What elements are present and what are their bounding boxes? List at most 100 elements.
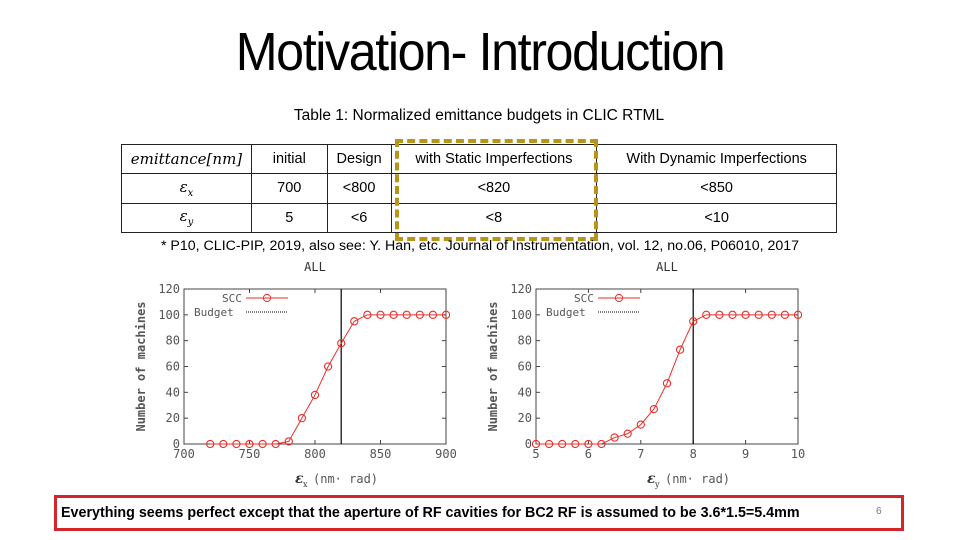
scc-data-point (767, 310, 776, 319)
x-tick-label: 7 (637, 447, 644, 461)
scc-data-point (754, 310, 763, 319)
header-cell-design: Design (326, 143, 392, 175)
table-cell: <820 (390, 173, 598, 204)
y-tick-label: 20 (518, 411, 532, 425)
x-axis-label: ε x (nm· rad) (295, 471, 378, 489)
y-tick-label: 100 (510, 308, 532, 322)
y-tick-label: 40 (518, 385, 532, 399)
scc-data-point (402, 310, 411, 319)
scc-data-point (232, 439, 241, 449)
scc-data-point (376, 310, 385, 319)
x-axis-label-symbol: ε (647, 471, 656, 487)
x-tick-label: 9 (742, 447, 749, 461)
header-cell-initial: initial (250, 143, 328, 175)
scc-data-point (544, 439, 554, 449)
x-axis-label-subscript: x (303, 480, 308, 489)
scc-data-point (689, 317, 698, 326)
scc-data-point (350, 317, 359, 326)
x-tick-label: 10 (791, 447, 805, 461)
legend-marker-scc (614, 293, 624, 303)
table-header-row: emittance[nm] initial Design with Static… (121, 143, 837, 175)
table-cell: <8 (390, 202, 598, 233)
table-cell: 700 (250, 173, 328, 204)
footnote: * P10, CLIC-PIP, 2019, also see: Y. Han,… (160, 238, 800, 254)
chart-title: ALL (304, 260, 326, 274)
scc-data-point (636, 420, 645, 429)
table-row: εy 5 <6 <8 <10 (121, 202, 837, 233)
x-axis-label-symbol: ε (295, 471, 304, 487)
y-tick-label: 80 (518, 334, 532, 348)
legend-label-scc: SCC (574, 292, 594, 305)
x-tick-label: 5 (532, 447, 539, 461)
table-cell: <10 (596, 202, 837, 233)
x-axis-label-units: (nm· rad) (313, 472, 378, 486)
scc-data-point (219, 439, 228, 449)
scc-series-line (536, 314, 798, 445)
scc-data-point (741, 310, 750, 319)
row-label-epsilon-y: εy (121, 202, 252, 233)
scc-data-point (271, 439, 280, 449)
scc-data-point (623, 429, 632, 438)
table-cell: 5 (250, 202, 328, 233)
x-tick-label: 900 (435, 447, 457, 461)
slide-title: Motivation- Introduction (235, 22, 726, 82)
chart-epsilon-y: ALL 0 20 40 60 80 100 120 5 6 7 8 9 10 Number of machi… (470, 255, 820, 490)
legend-label-scc: SCC (222, 292, 242, 305)
chart-title: ALL (656, 260, 678, 274)
chart-epsilon-x-svg: ALL 0 20 40 60 80 100 120 700 750 800 850 900 Number … (134, 260, 457, 489)
scc-data-point (531, 439, 541, 449)
scc-data-point (780, 310, 790, 319)
scc-data-point (415, 310, 424, 319)
x-axis-label-units: (nm· rad) (665, 472, 730, 486)
scc-data-point (675, 345, 685, 354)
emittance-budget-table: emittance[nm] initial Design with Static… (121, 143, 837, 233)
scc-data-point (649, 404, 659, 414)
y-tick-label: 100 (158, 308, 180, 322)
aperture-note: Everything seems perfect except that the… (54, 495, 904, 531)
x-axis-label-subscript: y (654, 480, 660, 489)
scc-data-point (363, 310, 372, 319)
scc-data-point (728, 310, 737, 319)
scc-data-point (662, 379, 672, 388)
scc-data-point (245, 439, 254, 449)
table-caption: Table 1: Normalized emittance budgets in… (293, 107, 665, 124)
x-tick-label: 750 (239, 447, 261, 461)
scc-data-point (702, 310, 711, 319)
scc-data-point (715, 310, 724, 319)
scc-data-point (597, 439, 606, 449)
scc-data-point (571, 439, 580, 449)
x-axis-label: ε y (nm· rad) (647, 471, 730, 489)
scc-data-point (297, 414, 307, 423)
scc-data-point (558, 439, 567, 449)
scc-data-point (389, 310, 398, 319)
chart-epsilon-y-svg: ALL 0 20 40 60 80 100 120 5 6 7 8 9 10 Number of machi… (486, 260, 805, 489)
scc-data-point (584, 439, 593, 449)
row-label-epsilon-x: εx (121, 173, 252, 204)
table-cell: <6 (326, 202, 392, 233)
scc-data-point (610, 433, 619, 442)
y-tick-label: 40 (166, 385, 180, 399)
scc-data-point (793, 310, 803, 319)
scc-data-point (441, 310, 451, 319)
y-axis-label: Number of machines (486, 301, 500, 431)
y-tick-label: 120 (510, 282, 532, 296)
y-tick-label: 120 (158, 282, 180, 296)
x-tick-label: 6 (585, 447, 592, 461)
table-row: εx 700 <800 <820 <850 (121, 173, 837, 204)
x-tick-label: 8 (690, 447, 697, 461)
legend-label-budget: Budget (194, 306, 234, 319)
x-tick-label: 850 (370, 447, 392, 461)
y-tick-label: 0 (525, 437, 532, 451)
y-tick-label: 60 (166, 360, 180, 374)
x-tick-label: 700 (173, 447, 195, 461)
y-tick-label: 20 (166, 411, 180, 425)
scc-data-point (284, 437, 293, 446)
scc-data-point (258, 439, 267, 449)
scc-series-line (210, 314, 446, 445)
header-cell-emittance: emittance[nm] (121, 143, 252, 175)
header-cell-static: with Static Imperfections (390, 143, 598, 175)
chart-epsilon-x: ALL 0 20 40 60 80 100 120 700 750 800 850 900 Number … (118, 255, 468, 490)
table-cell: <800 (326, 173, 392, 204)
